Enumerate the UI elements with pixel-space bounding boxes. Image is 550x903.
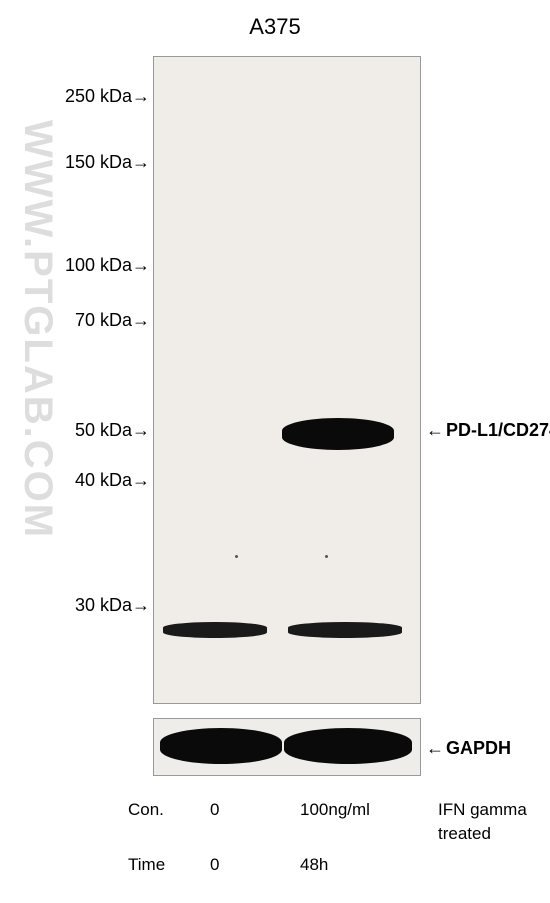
band	[163, 622, 267, 638]
legend-key: Con.	[128, 800, 164, 820]
legend-value: 0	[210, 855, 219, 875]
cell-line-title: A375	[249, 14, 300, 40]
arrow-icon: ←	[426, 738, 444, 758]
legend-key: Time	[128, 855, 165, 875]
mw-marker: 150 kDa→	[65, 152, 150, 173]
mw-marker: 50 kDa→	[75, 420, 150, 441]
band	[288, 622, 402, 638]
mw-marker: 40 kDa→	[75, 470, 150, 491]
band	[282, 418, 394, 450]
legend-value: 0	[210, 800, 219, 820]
arrow-icon: ←	[426, 420, 444, 440]
legend-value: 48h	[300, 855, 328, 875]
legend-value: 100ng/ml	[300, 800, 370, 820]
watermark-text: WWW.PTGLAB.COM	[15, 120, 60, 539]
protein-name: GAPDH	[446, 738, 511, 758]
mw-marker: 250 kDa→	[65, 86, 150, 107]
protein-name: PD-L1/CD274	[446, 420, 550, 440]
mw-marker: 30 kDa→	[75, 595, 150, 616]
legend-treatment: treated	[438, 824, 491, 844]
band	[160, 728, 282, 764]
mw-marker: 70 kDa→	[75, 310, 150, 331]
band	[284, 728, 412, 764]
protein-label: ←PD-L1/CD274	[426, 420, 550, 441]
noise-dot	[235, 555, 238, 558]
western-blot-main	[153, 56, 421, 704]
noise-dot	[325, 555, 328, 558]
mw-marker: 100 kDa→	[65, 255, 150, 276]
protein-label: ←GAPDH	[426, 738, 511, 759]
figure-container: A375 250 kDa→ 150 kDa→ 100 kDa→ 70 kDa→ 50 k…	[0, 0, 550, 903]
legend-treatment: IFN gamma	[438, 800, 527, 820]
